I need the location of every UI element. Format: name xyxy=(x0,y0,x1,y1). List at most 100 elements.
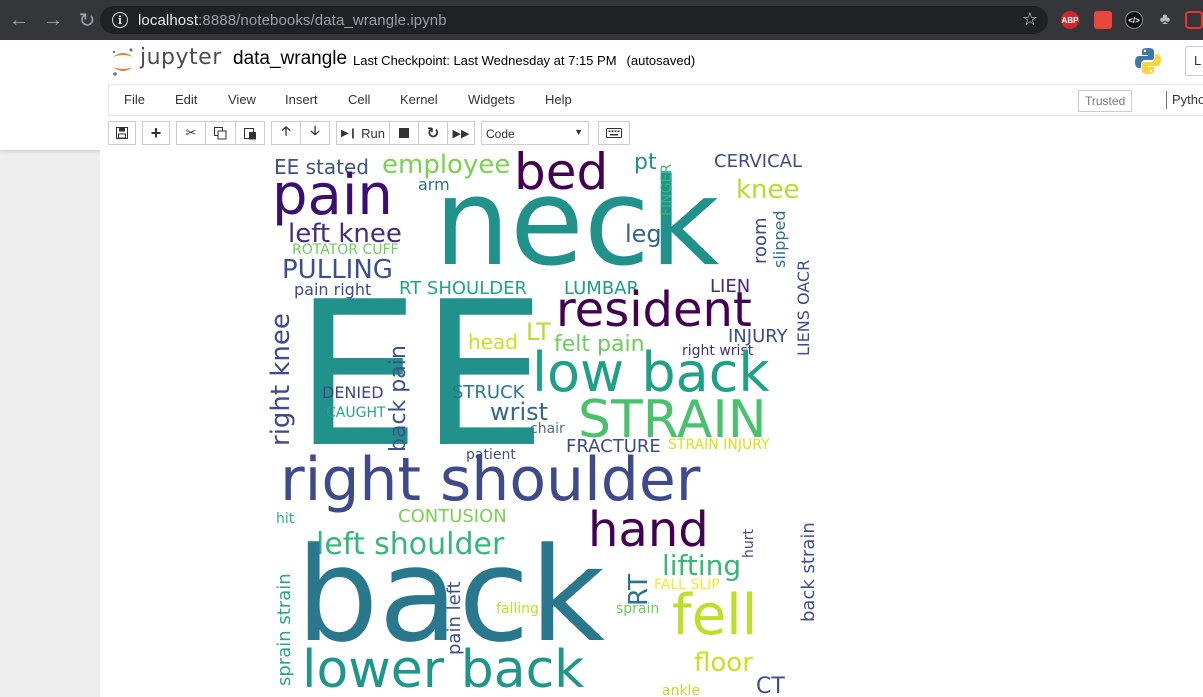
run-button[interactable]: ▶❙ Run xyxy=(336,121,390,145)
word-cloud-word: chair xyxy=(530,421,565,437)
word-cloud-word: back xyxy=(296,519,605,671)
forward-arrow-icon[interactable]: → xyxy=(43,8,63,31)
word-cloud-word: INJURY xyxy=(728,326,788,347)
word-cloud-word: pain xyxy=(272,163,393,228)
run-all-button[interactable]: ▶▶ xyxy=(447,121,475,145)
word-cloud-word: STRAIN INJURY xyxy=(668,437,770,453)
word-cloud-word: wrist xyxy=(490,398,549,426)
word-cloud-word: knee xyxy=(736,175,800,205)
step-forward-icon: ▶❙ xyxy=(341,127,358,139)
word-cloud-word: fell xyxy=(672,583,758,648)
word-cloud-word: lower back xyxy=(302,640,585,697)
cell-type-value: Code xyxy=(486,127,515,141)
word-cloud-word: FALL SLIP xyxy=(654,577,720,593)
word-cloud-word: ankle xyxy=(662,683,701,697)
save-icon xyxy=(116,127,128,139)
restart-icon: ↻ xyxy=(426,125,440,142)
word-cloud-word: pt xyxy=(634,150,657,175)
word-cloud-word: back strain xyxy=(798,522,819,622)
kernel-name[interactable]: Pytho xyxy=(1172,92,1203,107)
extension-icon[interactable] xyxy=(1094,11,1112,29)
word-cloud-word: pain right xyxy=(294,280,372,299)
word-cloud-word: leg xyxy=(625,220,662,248)
run-label: Run xyxy=(361,125,385,141)
word-cloud-word: left knee xyxy=(288,219,402,249)
notebook-container: EE stated employee bed pt CERVICAL pain arm nec… xyxy=(100,150,1203,697)
word-cloud-word: employee xyxy=(382,150,511,180)
word-cloud-word: right knee xyxy=(266,313,296,446)
move-down-button[interactable]: 🡣 xyxy=(300,121,330,145)
jupyter-header: jupyter data_wrangle Last Checkpoint: La… xyxy=(0,40,1203,84)
word-cloud-word: room xyxy=(750,217,771,264)
logout-label: L xyxy=(1194,53,1202,68)
checkpoint-text: Last Checkpoint: Last Wednesday at 7:15 … xyxy=(353,53,617,68)
paste-icon xyxy=(243,127,256,139)
address-bar[interactable]: i localhost:8888/notebooks/data_wrangle.… xyxy=(100,6,1048,34)
move-up-button[interactable]: 🡡 xyxy=(271,121,301,145)
word-cloud-word: STRUCK xyxy=(452,382,525,403)
save-button[interactable] xyxy=(108,121,136,145)
menu-file[interactable]: File xyxy=(124,92,145,107)
insert-cell-button[interactable]: + xyxy=(142,121,170,145)
word-cloud-word: lifting xyxy=(662,549,742,582)
menu-insert[interactable]: Insert xyxy=(285,92,318,107)
keyboard-icon xyxy=(606,128,622,138)
url-text[interactable]: localhost:8888/notebooks/data_wrangle.ip… xyxy=(138,12,447,29)
info-icon[interactable]: i xyxy=(112,12,128,28)
word-cloud-word: head xyxy=(468,330,518,354)
command-palette-button[interactable] xyxy=(598,121,630,145)
word-cloud-word: CERVICAL xyxy=(714,151,802,172)
word-cloud-word: PULLING xyxy=(282,255,393,285)
copy-icon xyxy=(214,126,227,139)
toolbar: + ✂ 🡡 🡣 ▶❙ Run ↻ ▶▶ Code ▼ xyxy=(0,118,1203,150)
restart-button[interactable]: ↻ xyxy=(418,121,448,145)
bookmark-star-icon[interactable]: ☆ xyxy=(1021,9,1038,29)
copy-button[interactable] xyxy=(205,121,236,145)
word-cloud-word: low back xyxy=(532,341,770,404)
word-cloud-word: LT xyxy=(526,318,551,346)
word-cloud-word: DENIED xyxy=(322,383,384,402)
adblock-extension-icon[interactable]: ABP xyxy=(1061,11,1079,29)
cut-button[interactable]: ✂ xyxy=(176,121,206,145)
menu-view[interactable]: View xyxy=(228,92,256,107)
word-cloud-word: LIENS OACR xyxy=(794,259,813,356)
word-cloud-word: RT SHOULDER xyxy=(399,278,527,299)
club-extension-icon[interactable]: ♣ xyxy=(1159,11,1171,28)
menu-help[interactable]: Help xyxy=(545,92,572,107)
menu-kernel[interactable]: Kernel xyxy=(400,92,438,107)
python-logo-icon xyxy=(1135,48,1161,74)
arrow-up-icon: 🡡 xyxy=(281,123,291,138)
cell-type-select[interactable]: Code ▼ xyxy=(481,121,589,145)
fast-forward-icon: ▶▶ xyxy=(452,127,470,140)
word-cloud-word: neck xyxy=(434,154,720,293)
word-cloud-word: arm xyxy=(418,175,450,194)
url-path: :8888/notebooks/data_wrangle.ipynb xyxy=(198,11,447,29)
stop-icon xyxy=(399,128,409,138)
menu-widgets[interactable]: Widgets xyxy=(468,92,515,107)
word-cloud-word: EE xyxy=(294,259,547,492)
select-caret-icon: ▼ xyxy=(574,127,583,137)
logout-button[interactable]: L xyxy=(1185,46,1203,76)
interrupt-button[interactable] xyxy=(389,121,419,145)
menubar: File Edit View Insert Cell Kernel Widget… xyxy=(108,84,1203,116)
jupyter-logo-icon[interactable] xyxy=(110,46,136,78)
menu-cell[interactable]: Cell xyxy=(348,92,371,107)
browser-toolbar: ← → ↻ i localhost:8888/notebooks/data_wr… xyxy=(0,0,1203,40)
word-cloud-word: LIEN xyxy=(710,276,751,297)
pocket-extension-icon[interactable] xyxy=(1185,11,1203,29)
back-arrow-icon[interactable]: ← xyxy=(9,8,29,31)
menu-edit[interactable]: Edit xyxy=(175,92,198,107)
code-extension-icon[interactable]: </> xyxy=(1125,11,1143,29)
word-cloud-word: sprain strain xyxy=(274,573,295,686)
word-cloud-word: right shoulder xyxy=(280,445,701,515)
trusted-indicator[interactable]: Trusted xyxy=(1078,90,1133,112)
notebook-name[interactable]: data_wrangle xyxy=(233,48,348,69)
paste-button[interactable] xyxy=(235,121,265,145)
reload-icon[interactable]: ↻ xyxy=(78,9,96,32)
word-cloud-word: slipped xyxy=(770,210,789,268)
word-cloud-word: LUMBAR xyxy=(564,278,640,299)
word-cloud-word: felt pain xyxy=(554,332,645,357)
word-cloud-word: CT xyxy=(756,674,785,697)
word-cloud-word: CAUGHT xyxy=(326,405,386,421)
word-cloud-word: right wrist xyxy=(682,343,754,359)
